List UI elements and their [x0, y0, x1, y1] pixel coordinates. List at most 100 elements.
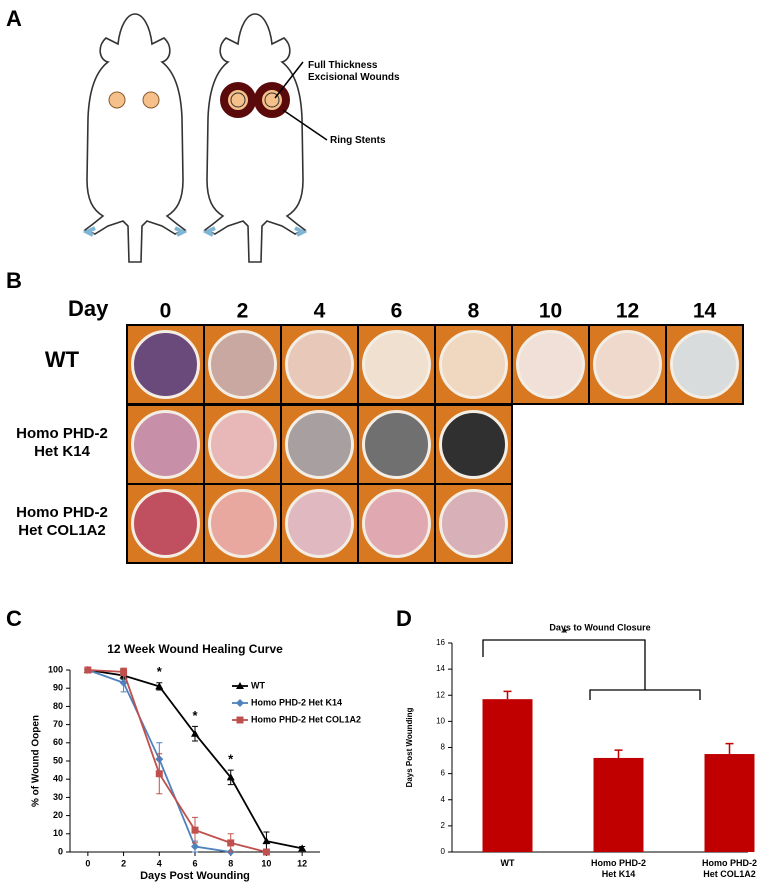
panel-label: D	[396, 606, 412, 631]
annotation: *	[228, 752, 234, 767]
x-tick-label: 12	[297, 858, 307, 868]
y-tick-label: 90	[53, 683, 63, 693]
y-tick-label: 14	[436, 664, 445, 673]
annotation: Full Thickness Excisional Wounds	[308, 60, 400, 83]
y-tick-label: 8	[441, 743, 446, 752]
y-tick-label: 0	[58, 846, 63, 856]
photo-wound	[285, 489, 354, 558]
y-axis-label: Days Post Wounding	[405, 707, 414, 787]
x-tick-label: Homo PHD-2 Het K14	[590, 858, 646, 879]
marker	[191, 729, 199, 737]
marker	[262, 848, 270, 856]
x-axis-label: Days Post Wounding	[140, 870, 250, 882]
bar	[482, 699, 533, 852]
photo-wound	[285, 330, 354, 399]
chart-title: 12 Week Wound Healing Curve	[107, 642, 283, 656]
significance-bracket	[482, 639, 701, 700]
marker	[120, 668, 128, 676]
bar	[704, 754, 755, 852]
day-label: 8	[468, 300, 480, 323]
day-label: 6	[391, 300, 403, 323]
marker	[155, 770, 163, 778]
x-tick-label: 2	[121, 858, 126, 868]
y-tick-label: 4	[441, 795, 446, 804]
photo-wound	[208, 330, 277, 399]
photo-wound	[593, 330, 662, 399]
marker	[262, 837, 271, 845]
y-tick-label: 0	[441, 847, 446, 856]
legend-marker	[236, 716, 244, 724]
photo-wound	[131, 410, 200, 479]
error-bar	[725, 742, 734, 755]
x-tick-label: 8	[228, 858, 233, 868]
y-tick-label: 20	[53, 810, 63, 820]
error-bar	[503, 690, 512, 700]
y-tick-label: 70	[53, 719, 63, 729]
y-tick-label: 100	[48, 664, 63, 674]
x-tick-label: 4	[157, 858, 162, 868]
legend-label: Homo PHD-2 Het COL1A2	[251, 714, 361, 724]
mouse	[82, 13, 188, 263]
marker	[84, 666, 92, 674]
day-label: 10	[539, 300, 562, 323]
y-tick-label: 2	[441, 821, 446, 830]
marker	[227, 839, 235, 847]
panel-label: B	[6, 268, 22, 293]
photo-wound	[516, 330, 585, 399]
panel-label: A	[6, 6, 22, 31]
legend-label: Homo PHD-2 Het K14	[251, 697, 342, 707]
series-line	[87, 669, 267, 853]
annotation: *	[192, 708, 198, 723]
bar	[593, 757, 644, 852]
x-tick-label: Homo PHD-2 Het COL1A2	[701, 858, 757, 879]
day-label: 4	[314, 300, 326, 323]
y-tick-label: 60	[53, 737, 63, 747]
legend-marker	[236, 682, 244, 689]
y-tick-label: 10	[53, 828, 63, 838]
day-label: 14	[693, 300, 717, 323]
photo-wound	[208, 410, 277, 479]
day-label: 0	[160, 300, 172, 323]
annotation: *	[157, 664, 163, 679]
annotation: Ring Stents	[330, 135, 386, 146]
day-label: 2	[237, 300, 249, 323]
panel-label: C	[6, 606, 22, 631]
y-tick-label: 80	[53, 701, 63, 711]
photo-wound	[439, 410, 508, 479]
mouse	[202, 13, 328, 263]
x-tick-label: WT	[500, 858, 515, 868]
photo-wound	[362, 410, 431, 479]
annotation: *	[563, 626, 568, 640]
row-label: WT	[44, 347, 80, 372]
y-axis-label: % of Wound Oopen	[31, 715, 42, 807]
legend-marker	[236, 699, 244, 707]
marker	[191, 842, 199, 851]
photo-wound	[362, 489, 431, 558]
photo-wound	[362, 330, 431, 399]
photo-wound	[285, 410, 354, 479]
photo-wound	[439, 489, 508, 558]
y-tick-label: 10	[436, 716, 445, 725]
photo-wound	[131, 330, 200, 399]
marker	[119, 678, 128, 687]
marker	[298, 844, 307, 852]
photo-wound	[131, 489, 200, 558]
error-bar	[614, 749, 623, 758]
legend-label: WT	[251, 680, 265, 690]
y-tick-label: 16	[436, 638, 445, 647]
row-label: Homo PHD-2 Het COL1A2	[16, 504, 108, 539]
x-tick-label: 10	[261, 858, 271, 868]
x-tick-label: 0	[85, 858, 90, 868]
marker	[226, 773, 235, 781]
y-tick-label: 40	[53, 774, 63, 784]
marker	[155, 682, 164, 690]
photo-wound	[670, 330, 739, 399]
marker	[191, 826, 199, 834]
photo-wound	[208, 489, 277, 558]
y-tick-label: 50	[53, 755, 63, 765]
photo-wound	[439, 330, 508, 399]
row-label: Homo PHD-2 Het K14	[16, 425, 108, 460]
y-tick-label: 6	[441, 769, 446, 778]
